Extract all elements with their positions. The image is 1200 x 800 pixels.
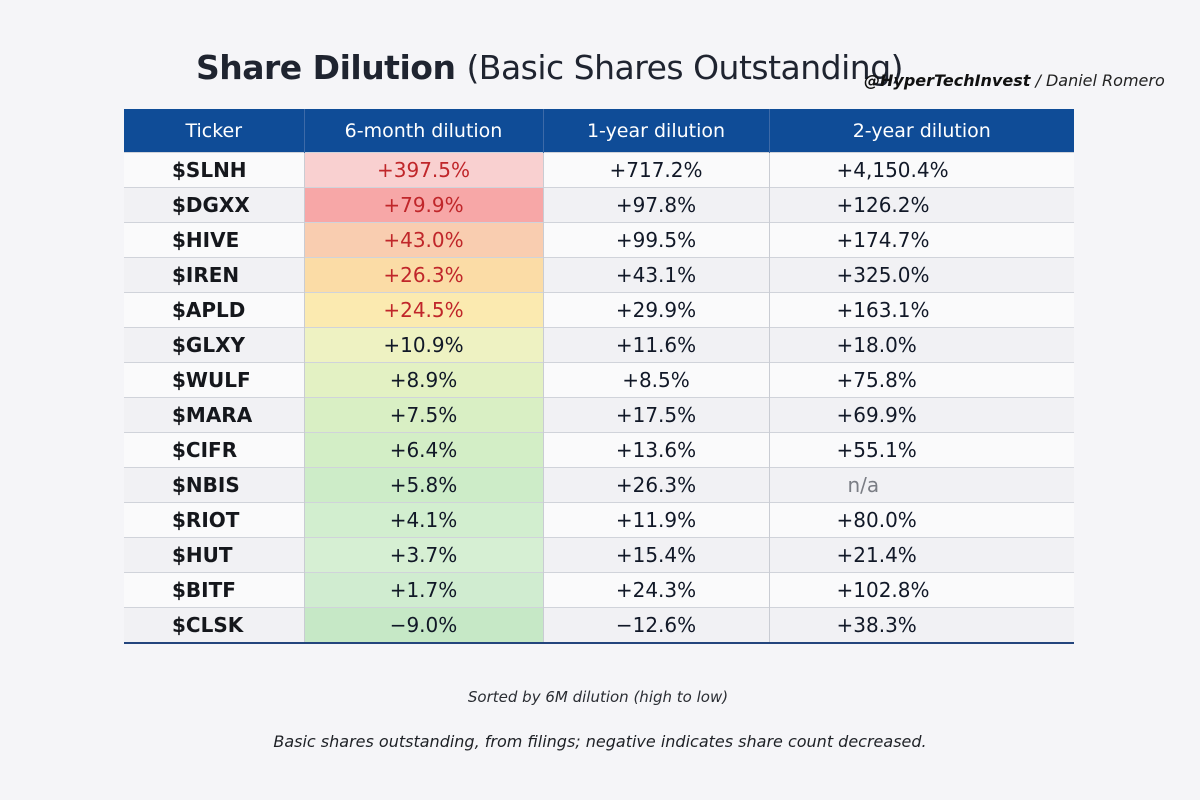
table-row: $APLD +24.5% +29.9% +163.1%: [124, 292, 1074, 328]
one-year-cell: +11.9%: [543, 502, 770, 538]
one-year-cell: +17.5%: [543, 397, 770, 433]
two-year-cell: +38.3%: [769, 607, 1074, 644]
column-header-2-year: 2-year dilution: [769, 109, 1074, 153]
ticker-cell: $IREN: [124, 257, 305, 293]
dilution-table: Ticker 6-month dilution 1-year dilution …: [124, 109, 1074, 644]
one-year-cell: +11.6%: [543, 327, 770, 363]
column-header-ticker: Ticker: [124, 109, 305, 153]
column-header-6-month: 6-month dilution: [304, 109, 544, 153]
table-row: $DGXX +79.9% +97.8% +126.2%: [124, 187, 1074, 223]
ticker-cell: $SLNH: [124, 152, 305, 188]
two-year-cell: +4,150.4%: [769, 152, 1074, 188]
ticker-cell: $RIOT: [124, 502, 305, 538]
ticker-cell: $HUT: [124, 537, 305, 573]
one-year-cell: +29.9%: [543, 292, 770, 328]
ticker-cell: $APLD: [124, 292, 305, 328]
two-year-cell: +75.8%: [769, 362, 1074, 398]
table-row: $RIOT +4.1% +11.9% +80.0%: [124, 502, 1074, 538]
two-year-cell: +55.1%: [769, 432, 1074, 468]
ticker-cell: $MARA: [124, 397, 305, 433]
two-year-cell: +21.4%: [769, 537, 1074, 573]
one-year-cell: +99.5%: [543, 222, 770, 258]
one-year-cell: +97.8%: [543, 187, 770, 223]
one-year-cell: +43.1%: [543, 257, 770, 293]
one-year-cell: +13.6%: [543, 432, 770, 468]
table-row: $SLNH +397.5% +717.2% +4,150.4%: [124, 152, 1074, 188]
table-row: $CIFR +6.4% +13.6% +55.1%: [124, 432, 1074, 468]
one-year-cell: +8.5%: [543, 362, 770, 398]
six-month-cell: +24.5%: [304, 292, 544, 328]
one-year-cell: +717.2%: [543, 152, 770, 188]
six-month-cell: +5.8%: [304, 467, 544, 503]
one-year-cell: +26.3%: [543, 467, 770, 503]
ticker-cell: $BITF: [124, 572, 305, 608]
two-year-cell: +69.9%: [769, 397, 1074, 433]
ticker-cell: $CIFR: [124, 432, 305, 468]
table-row: $HUT +3.7% +15.4% +21.4%: [124, 537, 1074, 573]
page-title: Share Dilution (Basic Shares Outstanding…: [196, 48, 904, 87]
table-row: $NBIS +5.8% +26.3% n/a: [124, 467, 1074, 503]
two-year-cell: +163.1%: [769, 292, 1074, 328]
six-month-cell: +6.4%: [304, 432, 544, 468]
sort-note: Sorted by 6M dilution (high to low): [467, 688, 729, 706]
header-row: Ticker 6-month dilution 1-year dilution …: [124, 109, 1074, 153]
six-month-cell: +4.1%: [304, 502, 544, 538]
title-main: Share Dilution: [196, 48, 456, 87]
two-year-cell: +126.2%: [769, 187, 1074, 223]
author-credit: @HyperTechInvest / Daniel Romero: [864, 71, 1165, 90]
six-month-cell: +26.3%: [304, 257, 544, 293]
ticker-cell: $CLSK: [124, 607, 305, 644]
title-subtitle: (Basic Shares Outstanding): [466, 48, 904, 87]
credit-separator: /: [1030, 71, 1046, 90]
six-month-cell: +397.5%: [304, 152, 544, 188]
six-month-cell: −9.0%: [304, 607, 544, 644]
table-row: $MARA +7.5% +17.5% +69.9%: [124, 397, 1074, 433]
table-row: $GLXY +10.9% +11.6% +18.0%: [124, 327, 1074, 363]
footnote: Basic shares outstanding, from filings; …: [273, 732, 927, 751]
two-year-cell: +102.8%: [769, 572, 1074, 608]
six-month-cell: +79.9%: [304, 187, 544, 223]
ticker-cell: $WULF: [124, 362, 305, 398]
ticker-cell: $NBIS: [124, 467, 305, 503]
two-year-cell: +174.7%: [769, 222, 1074, 258]
ticker-cell: $HIVE: [124, 222, 305, 258]
ticker-cell: $DGXX: [124, 187, 305, 223]
table-row: $WULF +8.9% +8.5% +75.8%: [124, 362, 1074, 398]
six-month-cell: +7.5%: [304, 397, 544, 433]
table-row: $CLSK −9.0% −12.6% +38.3%: [124, 607, 1074, 644]
table-body: $SLNH +397.5% +717.2% +4,150.4% $DGXX +79.9% +…: [124, 152, 1074, 644]
six-month-cell: +8.9%: [304, 362, 544, 398]
table-row: $HIVE +43.0% +99.5% +174.7%: [124, 222, 1074, 258]
six-month-cell: +3.7%: [304, 537, 544, 573]
author-name: Daniel Romero: [1045, 71, 1165, 90]
two-year-cell: +80.0%: [769, 502, 1074, 538]
column-header-1-year: 1-year dilution: [543, 109, 770, 153]
six-month-cell: +10.9%: [304, 327, 544, 363]
two-year-cell: n/a: [769, 467, 1074, 503]
ticker-cell: $GLXY: [124, 327, 305, 363]
table-header: Ticker 6-month dilution 1-year dilution …: [124, 109, 1074, 153]
one-year-cell: −12.6%: [543, 607, 770, 644]
six-month-cell: +43.0%: [304, 222, 544, 258]
six-month-cell: +1.7%: [304, 572, 544, 608]
two-year-cell: +18.0%: [769, 327, 1074, 363]
two-year-cell: +325.0%: [769, 257, 1074, 293]
table-row: $BITF +1.7% +24.3% +102.8%: [124, 572, 1074, 608]
one-year-cell: +24.3%: [543, 572, 770, 608]
one-year-cell: +15.4%: [543, 537, 770, 573]
author-handle: @HyperTechInvest: [864, 71, 1031, 90]
table-row: $IREN +26.3% +43.1% +325.0%: [124, 257, 1074, 293]
